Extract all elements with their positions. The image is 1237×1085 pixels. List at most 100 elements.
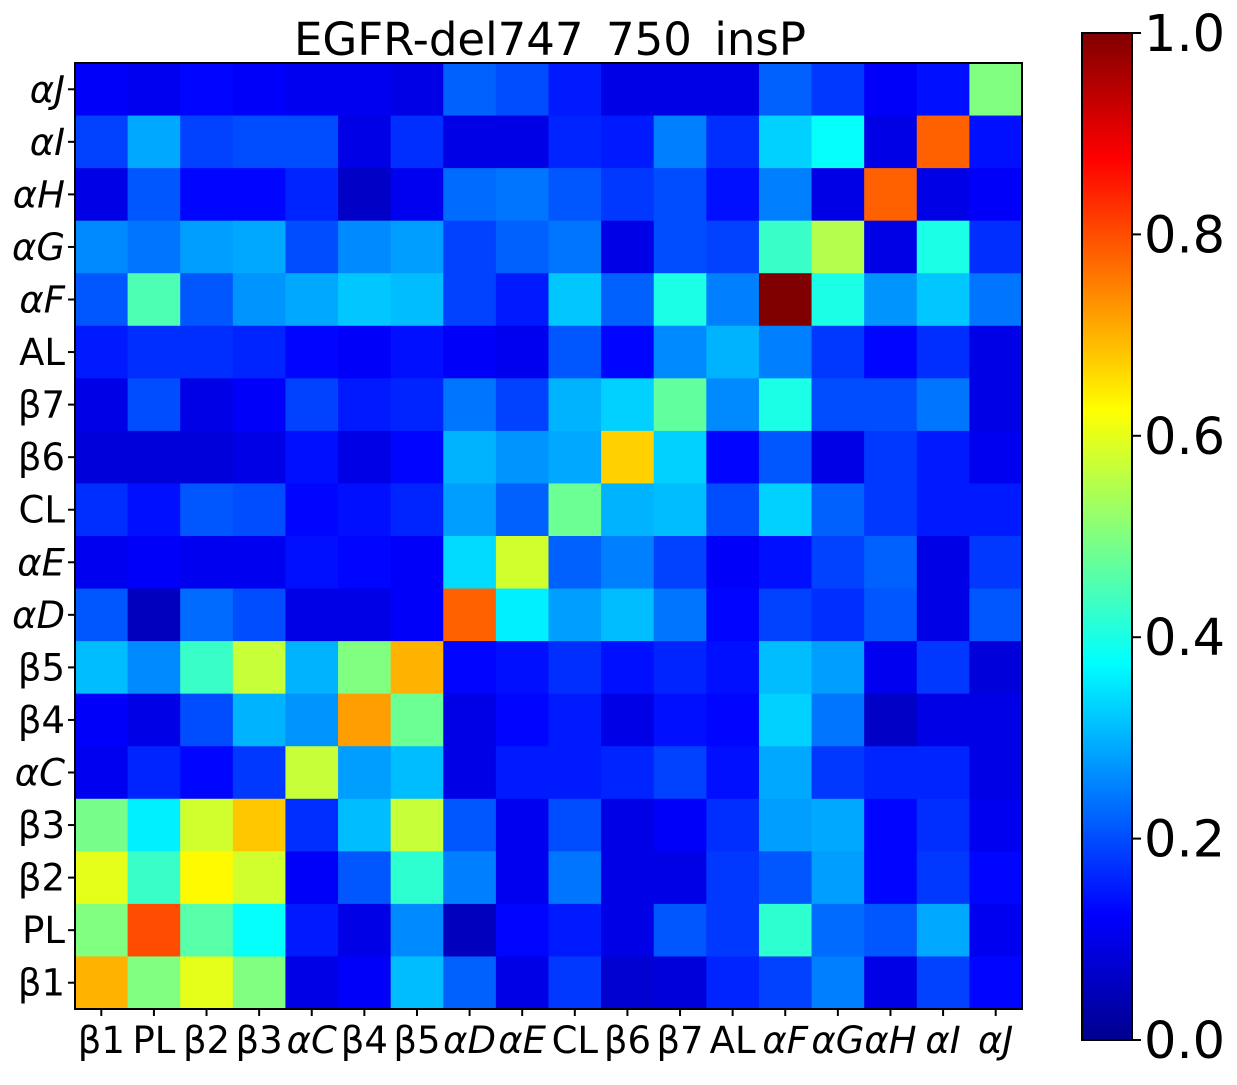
heatmap-cell	[601, 746, 655, 800]
heatmap-cell	[390, 693, 444, 747]
heatmap-cell	[601, 483, 655, 537]
heatmap-cell	[864, 115, 918, 169]
heatmap-cell	[811, 588, 865, 642]
heatmap-cell	[548, 325, 602, 379]
heatmap-cell	[916, 903, 970, 958]
heatmap-cell	[390, 168, 444, 222]
heatmap-cell	[916, 536, 970, 590]
y-tick-label: β7	[18, 384, 65, 427]
x-tick-label: CL	[552, 1019, 599, 1062]
heatmap-cell	[969, 956, 1023, 1010]
heatmap-cell	[390, 115, 444, 169]
heatmap-cell	[653, 588, 707, 642]
heatmap-cell	[75, 746, 129, 800]
x-tick-label: αH	[864, 1019, 916, 1062]
heatmap-cell	[285, 273, 339, 327]
heatmap-cell	[548, 115, 602, 169]
heatmap-cell	[75, 903, 129, 958]
heatmap-cell	[285, 746, 339, 800]
heatmap-cell	[338, 693, 392, 747]
heatmap-cell	[969, 588, 1023, 642]
heatmap-cell	[653, 378, 707, 432]
heatmap-cell	[758, 273, 813, 327]
heatmap-cell	[127, 325, 181, 379]
heatmap-cell	[548, 63, 602, 117]
heatmap-cell	[127, 63, 181, 117]
colorbar-tick-label: 0.8	[1144, 206, 1225, 265]
heatmap-cell	[495, 378, 550, 432]
heatmap-cell	[548, 798, 602, 852]
heatmap-cell	[232, 378, 287, 432]
heatmap-cell	[75, 378, 129, 432]
heatmap-cell	[916, 483, 970, 537]
heatmap-cell	[127, 693, 181, 747]
heatmap-cell	[653, 325, 707, 379]
heatmap-cell	[180, 483, 234, 537]
heatmap-cell	[232, 325, 287, 379]
heatmap-cell	[75, 956, 129, 1010]
y-tick-label: AL	[19, 331, 65, 374]
heatmap-cell	[443, 168, 497, 222]
heatmap-cell	[811, 956, 865, 1010]
heatmap-cell	[285, 956, 339, 1010]
heatmap-cell	[811, 378, 865, 432]
heatmap-cell	[758, 903, 813, 958]
heatmap-cell	[864, 851, 918, 905]
y-tick-label: β3	[18, 804, 65, 847]
heatmap-cell	[864, 63, 918, 117]
heatmap-cell	[969, 903, 1023, 958]
heatmap-cell	[916, 798, 970, 852]
heatmap-cell	[758, 378, 813, 432]
heatmap-cell	[811, 746, 865, 800]
heatmap-cell	[706, 851, 760, 905]
colorbar-tick-label: 0.6	[1144, 408, 1225, 467]
heatmap-cell	[758, 430, 813, 485]
heatmap-cell	[969, 63, 1023, 117]
heatmap-cell	[864, 641, 918, 695]
heatmap-cell	[127, 378, 181, 432]
heatmap-cell	[338, 483, 392, 537]
heatmap-cell	[75, 693, 129, 747]
heatmap-cell	[864, 220, 918, 274]
heatmap-cell	[338, 851, 392, 905]
heatmap-cell	[495, 851, 550, 905]
heatmap-cell	[601, 273, 655, 327]
heatmap-cell	[338, 798, 392, 852]
heatmap-cell	[390, 536, 444, 590]
y-tick-label: αJ	[30, 68, 65, 111]
heatmap-cell	[706, 378, 760, 432]
heatmap-cell	[706, 63, 760, 117]
heatmap-cell	[75, 536, 129, 590]
heatmap-cell	[548, 220, 602, 274]
y-tick-label: αH	[13, 173, 65, 216]
heatmap-cell	[706, 483, 760, 537]
heatmap-cell	[443, 798, 497, 852]
x-tick-label: αG	[811, 1019, 864, 1062]
x-tick-label: αJ	[978, 1019, 1013, 1062]
heatmap-cell	[127, 588, 181, 642]
heatmap-cell	[285, 430, 339, 485]
heatmap-cell	[653, 903, 707, 958]
heatmap-cell	[180, 220, 234, 274]
heatmap-cell	[758, 168, 813, 222]
heatmap-cell	[864, 483, 918, 537]
heatmap-cell	[706, 115, 760, 169]
heatmap-cell	[180, 378, 234, 432]
heatmap-cell	[75, 483, 129, 537]
heatmap-cell	[706, 430, 760, 485]
heatmap-cell	[548, 273, 602, 327]
heatmap-cell	[443, 63, 497, 117]
heatmap-cell	[916, 588, 970, 642]
heatmap-cell	[495, 115, 550, 169]
heatmap-cell	[758, 693, 813, 747]
heatmap-cell	[548, 851, 602, 905]
heatmap-cell	[180, 641, 234, 695]
heatmap-cell	[653, 693, 707, 747]
heatmap-cell	[653, 851, 707, 905]
heatmap-cell	[811, 115, 865, 169]
heatmap-cell	[75, 588, 129, 642]
heatmap-cell	[127, 115, 181, 169]
heatmap-cell	[232, 956, 287, 1010]
heatmap-cell	[601, 325, 655, 379]
heatmap-cell	[601, 168, 655, 222]
